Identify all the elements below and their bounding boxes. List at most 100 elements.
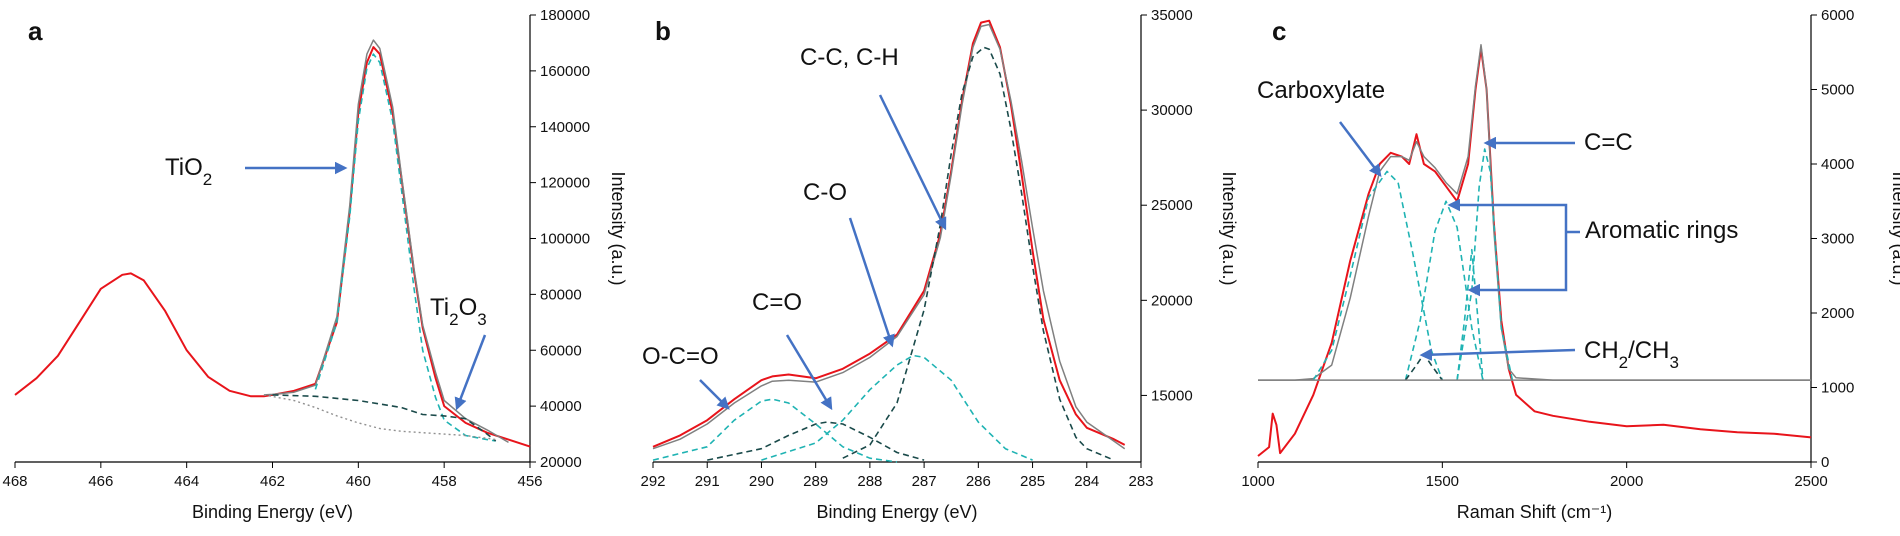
series-line xyxy=(1258,44,1811,381)
y-tick-label: 160000 xyxy=(540,63,590,80)
panel-letter: a xyxy=(28,16,43,46)
y-tick-label: 100000 xyxy=(540,231,590,248)
x-tick-label: 289 xyxy=(803,473,828,490)
annotation-label-part: O xyxy=(459,294,478,321)
y-tick-label: 60000 xyxy=(540,342,582,359)
annotation-label-part: Ti xyxy=(430,294,449,321)
y-tick-label: 2000 xyxy=(1821,305,1854,322)
y-tick-label: 35000 xyxy=(1151,7,1193,24)
annotation-arrow xyxy=(699,379,730,410)
annotation-arrow xyxy=(1339,121,1382,177)
x-axis-label: Binding Energy (eV) xyxy=(192,502,353,522)
y-tick-label: 80000 xyxy=(540,286,582,303)
x-axis-label: Binding Energy (eV) xyxy=(816,502,977,522)
annotation-label-part: TiO xyxy=(165,154,203,181)
y-tick-label: 20000 xyxy=(1151,292,1193,309)
annotation-label-part: O-C=O xyxy=(642,343,719,370)
y-tick-label: 25000 xyxy=(1151,197,1193,214)
x-tick-label: 287 xyxy=(912,473,937,490)
annotation-arrow xyxy=(454,334,487,411)
x-tick-label: 462 xyxy=(260,473,285,490)
y-tick-label: 120000 xyxy=(540,175,590,192)
series-line xyxy=(1257,47,1812,457)
annotation-label-part: C-O xyxy=(803,179,847,206)
y-tick-label: 6000 xyxy=(1821,7,1854,24)
annotation-label-part: C=C xyxy=(1584,129,1633,156)
x-tick-label: 456 xyxy=(517,473,542,490)
y-tick-label: 140000 xyxy=(540,119,590,136)
annotation-label-part: 2 xyxy=(203,170,212,189)
series-line xyxy=(1456,248,1484,381)
x-tick-label: 284 xyxy=(1074,473,1099,490)
x-tick-label: 291 xyxy=(695,473,720,490)
y-tick-label: 3000 xyxy=(1821,231,1854,248)
annotation-arrow xyxy=(848,217,895,348)
x-tick-label: 1500 xyxy=(1426,473,1459,490)
series-line xyxy=(1312,170,1444,381)
y-tick-label: 15000 xyxy=(1151,387,1193,404)
panel-letter: c xyxy=(1272,16,1286,46)
y-tick-label: 20000 xyxy=(540,454,582,471)
annotation-label: TiO2 xyxy=(165,154,212,189)
series-line xyxy=(272,394,497,442)
annotation-label-part: Carboxylate xyxy=(1257,77,1385,104)
panel-c: 1000 1500 2000 2500 0 1000 2000 3000 4000 5000 600… xyxy=(1241,7,1900,522)
x-tick-label: 460 xyxy=(346,473,371,490)
x-tick-label: 464 xyxy=(174,473,199,490)
annotation-label: C=C xyxy=(1584,129,1633,156)
annotation-label: CH2/CH3 xyxy=(1584,337,1679,372)
x-tick-label: 283 xyxy=(1128,473,1153,490)
x-tick-label: 285 xyxy=(1020,473,1045,490)
series-line xyxy=(314,53,496,442)
y-axis-label: Intensity (a.u.) xyxy=(1889,171,1900,285)
annotation-arrow xyxy=(785,334,833,411)
panel-letter: b xyxy=(655,16,671,46)
x-axis-label: Raman Shift (cm⁻¹) xyxy=(1457,502,1613,522)
x-tick-label: 286 xyxy=(966,473,991,490)
y-axis-label: Intensity (a.u.) xyxy=(608,171,628,285)
annotation-label-part: Aromatic rings xyxy=(1585,217,1738,244)
x-tick-label: 288 xyxy=(857,473,882,490)
annotation-label: Aromatic rings xyxy=(1585,217,1738,244)
x-tick-label: 290 xyxy=(749,473,774,490)
y-tick-label: 5000 xyxy=(1821,82,1854,99)
y-tick-label: 30000 xyxy=(1151,102,1193,119)
x-tick-label: 2500 xyxy=(1794,473,1827,490)
y-tick-label: 0 xyxy=(1821,454,1829,471)
annotation-label: Ti2O3 xyxy=(430,294,487,329)
annotation-label: C-C, C-H xyxy=(800,44,899,71)
y-tick-label: 1000 xyxy=(1821,380,1854,397)
series-line xyxy=(842,46,1115,461)
series-line xyxy=(652,19,1126,448)
annotation-label: Carboxylate xyxy=(1257,77,1385,104)
annotation-arrow xyxy=(1419,348,1576,361)
x-tick-label: 468 xyxy=(2,473,27,490)
x-tick-label: 292 xyxy=(640,473,665,490)
series-line xyxy=(707,421,925,461)
annotation-label-part: 3 xyxy=(1669,353,1678,372)
series-line xyxy=(652,398,898,463)
panel-b: 292 291 290 289 288 287 286 285 284 283 15000 20000… xyxy=(640,7,1239,522)
annotation-label-part: C=O xyxy=(752,289,802,316)
annotation-label-part: CH xyxy=(1584,337,1619,364)
x-tick-label: 1000 xyxy=(1241,473,1274,490)
series-line xyxy=(14,46,531,448)
annotation-label-part: 2 xyxy=(449,310,458,329)
series-line xyxy=(761,354,1033,461)
y-tick-label: 40000 xyxy=(540,398,582,415)
aromatic-rings-bracket xyxy=(1548,203,1568,292)
annotation-arrow xyxy=(878,94,947,231)
annotation-label: O-C=O xyxy=(642,343,719,370)
y-tick-label: 180000 xyxy=(540,7,590,24)
y-axis-label: Intensity (a.u.) xyxy=(1219,171,1239,285)
series-line xyxy=(263,394,496,441)
series-line xyxy=(652,23,1126,450)
annotation-label: C=O xyxy=(752,289,802,316)
y-tick-label: 4000 xyxy=(1821,156,1854,173)
x-tick-label: 458 xyxy=(432,473,457,490)
annotation-label-part: 2 xyxy=(1619,353,1628,372)
annotation-label: C-O xyxy=(803,179,847,206)
annotation-label-part: 3 xyxy=(477,310,486,329)
annotation-label-part: C-C, C-H xyxy=(800,44,899,71)
